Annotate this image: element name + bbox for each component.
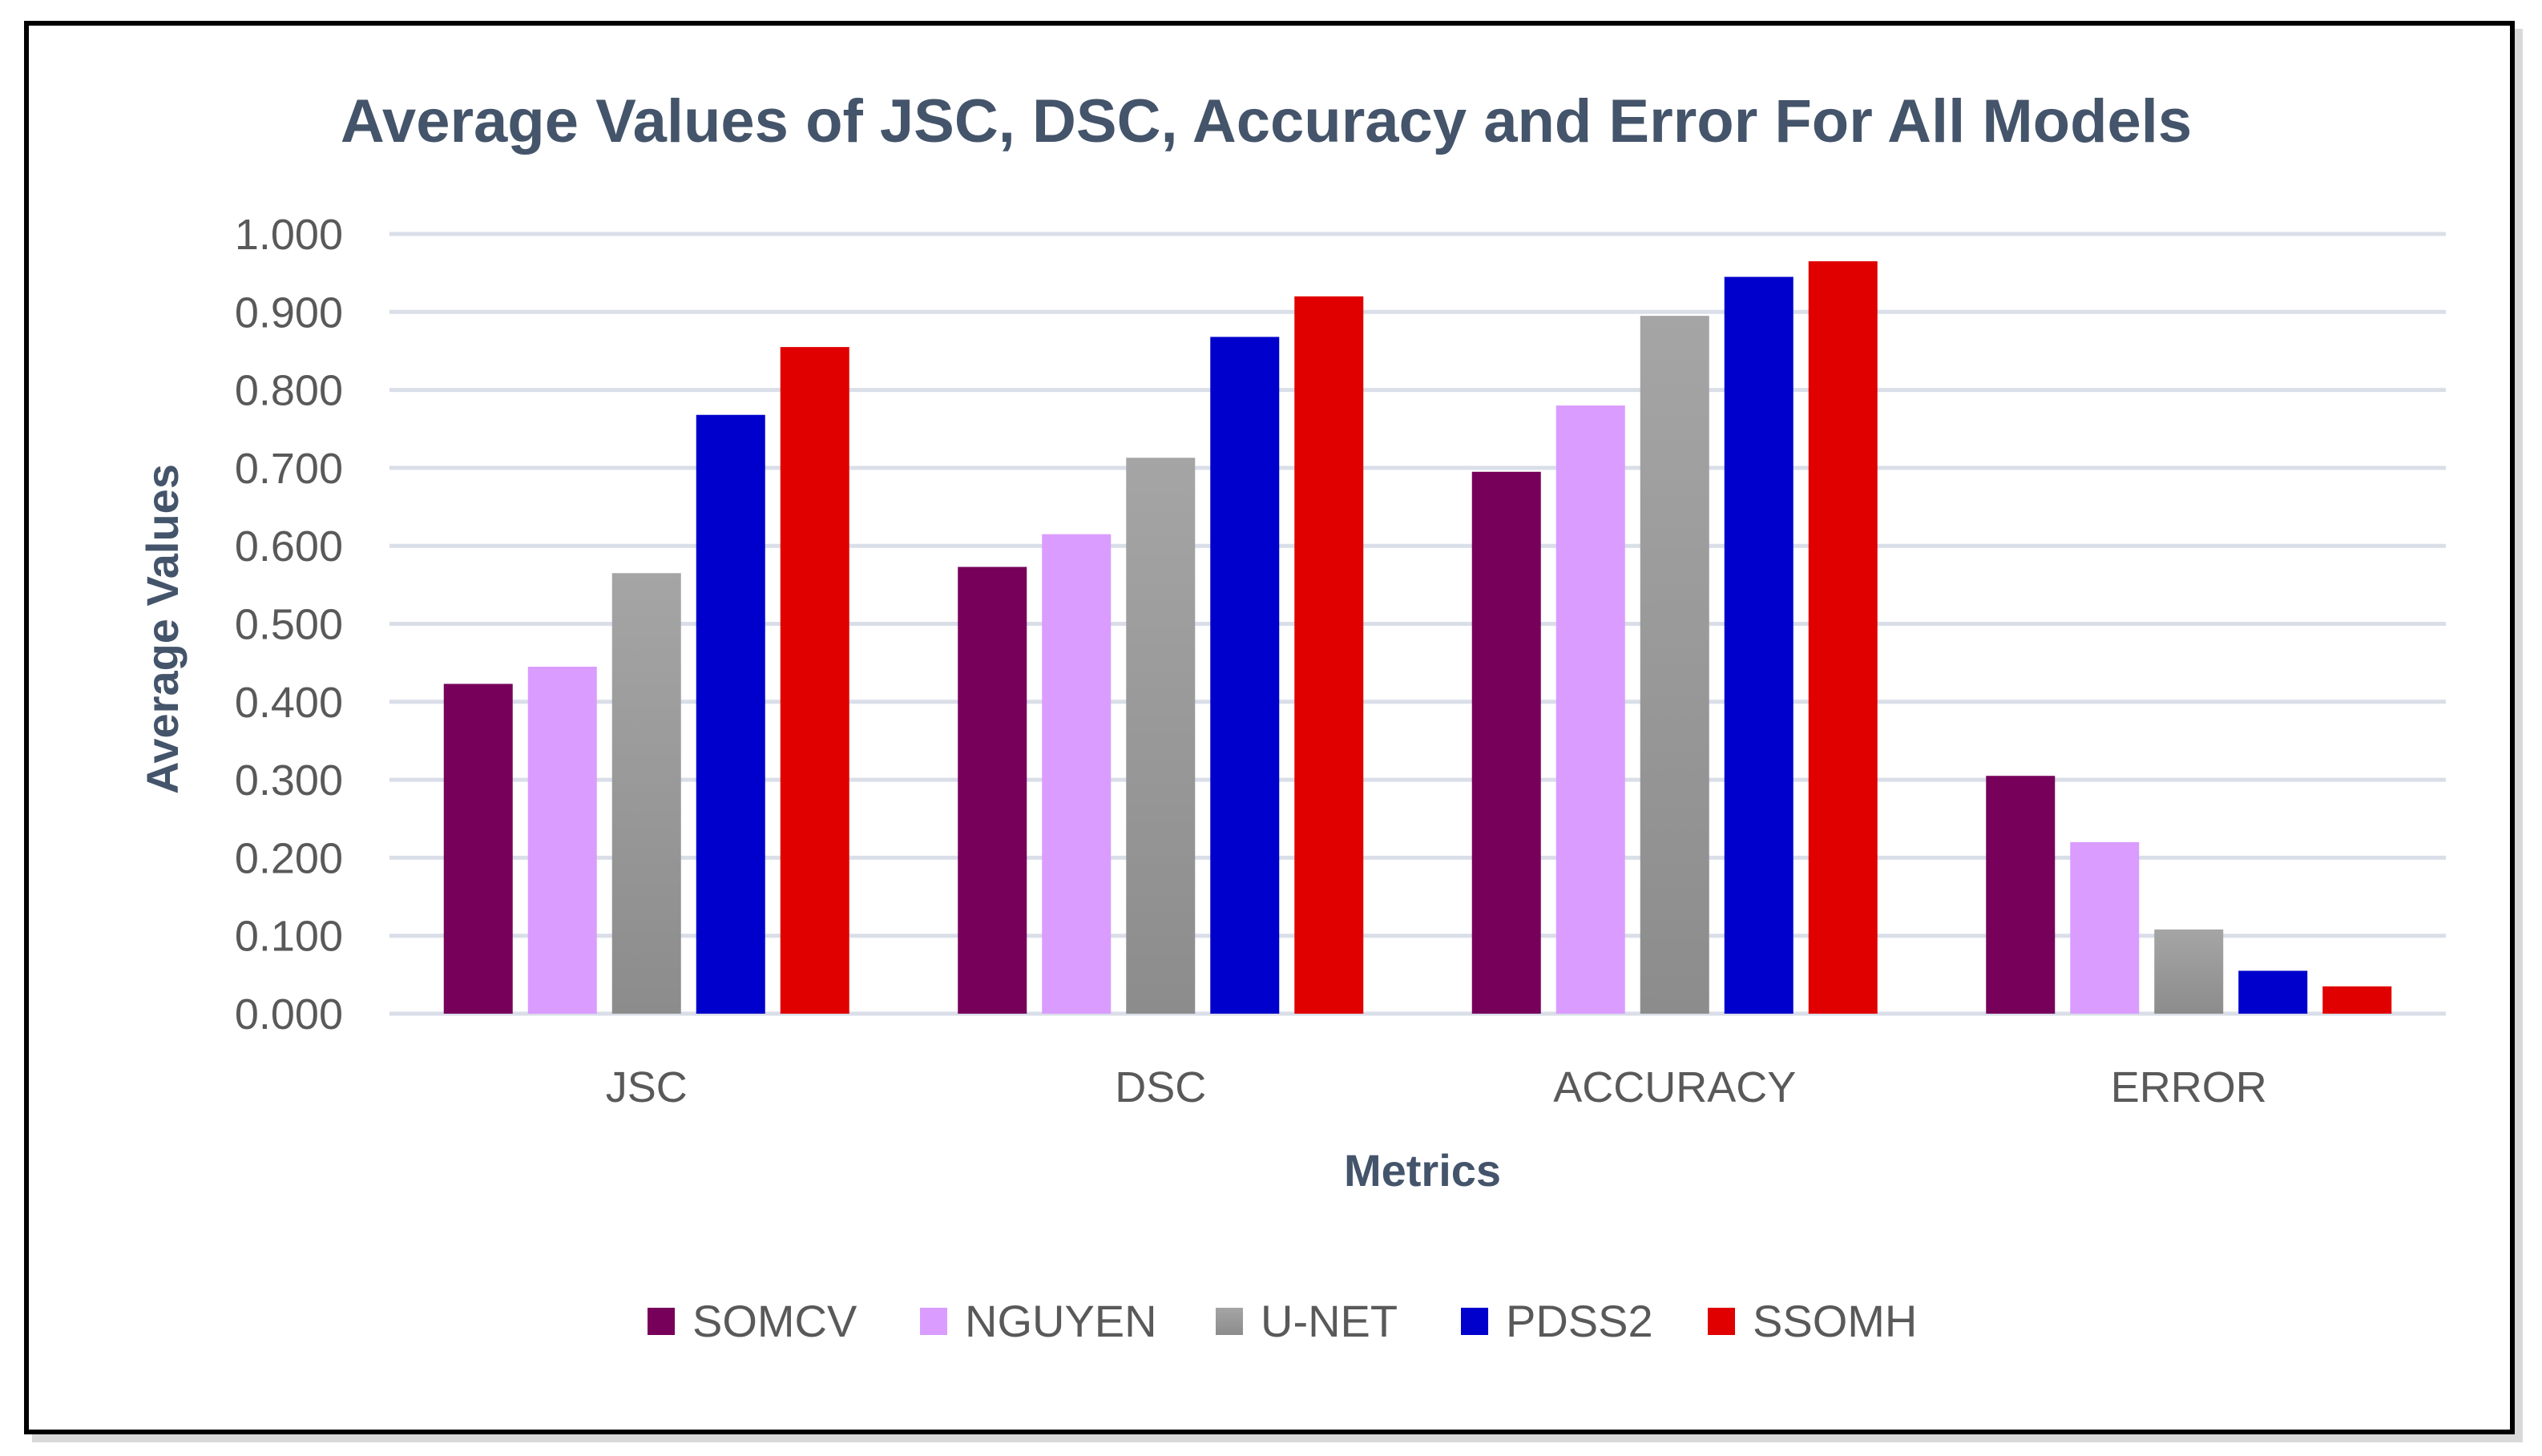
bar-u-net-dsc bbox=[1126, 458, 1196, 1014]
bar-u-net-jsc bbox=[611, 573, 681, 1014]
legend-label-pdss2: PDSS2 bbox=[1506, 1296, 1653, 1346]
y-tick-label: 0.500 bbox=[235, 601, 343, 649]
y-tick-label: 0.700 bbox=[235, 445, 343, 493]
y-tick-label: 0.400 bbox=[235, 679, 343, 727]
chart-title: Average Values of JSC, DSC, Accuracy and… bbox=[341, 87, 2192, 155]
y-tick-label: 0.800 bbox=[235, 367, 343, 415]
bar-nguyen-accuracy bbox=[1555, 405, 1625, 1014]
y-tick-label: 0.300 bbox=[235, 756, 343, 805]
bar-u-net-accuracy bbox=[1640, 316, 1709, 1014]
bar-somcv-accuracy bbox=[1471, 471, 1541, 1014]
legend-label-ssomh: SSOMH bbox=[1753, 1296, 1917, 1346]
legend-swatch-pdss2 bbox=[1461, 1308, 1488, 1335]
y-tick-label: 0.100 bbox=[235, 913, 343, 961]
x-tick-label: DSC bbox=[1115, 1063, 1206, 1111]
bar-ssomh-accuracy bbox=[1808, 261, 1878, 1014]
legend-swatch-nguyen bbox=[920, 1308, 947, 1335]
legend-label-u-net: U-NET bbox=[1261, 1296, 1398, 1346]
legend-label-somcv: SOMCV bbox=[692, 1296, 857, 1346]
bar-somcv-error bbox=[1986, 776, 2056, 1014]
x-tick-label: ERROR bbox=[2111, 1063, 2267, 1111]
x-axis-title: Metrics bbox=[1344, 1145, 1501, 1196]
legend-label-nguyen: NGUYEN bbox=[965, 1296, 1157, 1346]
bar-somcv-dsc bbox=[958, 567, 1027, 1014]
bar-pdss2-error bbox=[2238, 970, 2308, 1014]
y-tick-label: 0.600 bbox=[235, 522, 343, 571]
y-tick-label: 1.000 bbox=[235, 211, 343, 259]
bar-pdss2-accuracy bbox=[1724, 276, 1794, 1014]
legend-swatch-somcv bbox=[648, 1308, 675, 1335]
bar-ssomh-dsc bbox=[1294, 296, 1364, 1014]
legend-swatch-u-net bbox=[1216, 1308, 1243, 1335]
x-tick-label: JSC bbox=[606, 1063, 688, 1111]
bar-ssomh-jsc bbox=[780, 347, 849, 1014]
y-tick-label: 0.000 bbox=[235, 990, 343, 1039]
y-axis-title: Average Values bbox=[137, 464, 188, 794]
bar-u-net-error bbox=[2154, 929, 2224, 1014]
bar-somcv-jsc bbox=[443, 684, 513, 1014]
y-tick-label: 0.200 bbox=[235, 834, 343, 882]
bar-ssomh-error bbox=[2322, 986, 2392, 1014]
bar-pdss2-jsc bbox=[696, 414, 765, 1014]
bar-nguyen-error bbox=[2070, 841, 2140, 1014]
bar-nguyen-dsc bbox=[1042, 534, 1112, 1014]
bar-nguyen-jsc bbox=[527, 667, 597, 1014]
legend-swatch-ssomh bbox=[1708, 1308, 1735, 1335]
y-tick-label: 0.900 bbox=[235, 288, 343, 337]
bar-pdss2-dsc bbox=[1210, 337, 1280, 1014]
x-tick-label: ACCURACY bbox=[1553, 1063, 1796, 1111]
